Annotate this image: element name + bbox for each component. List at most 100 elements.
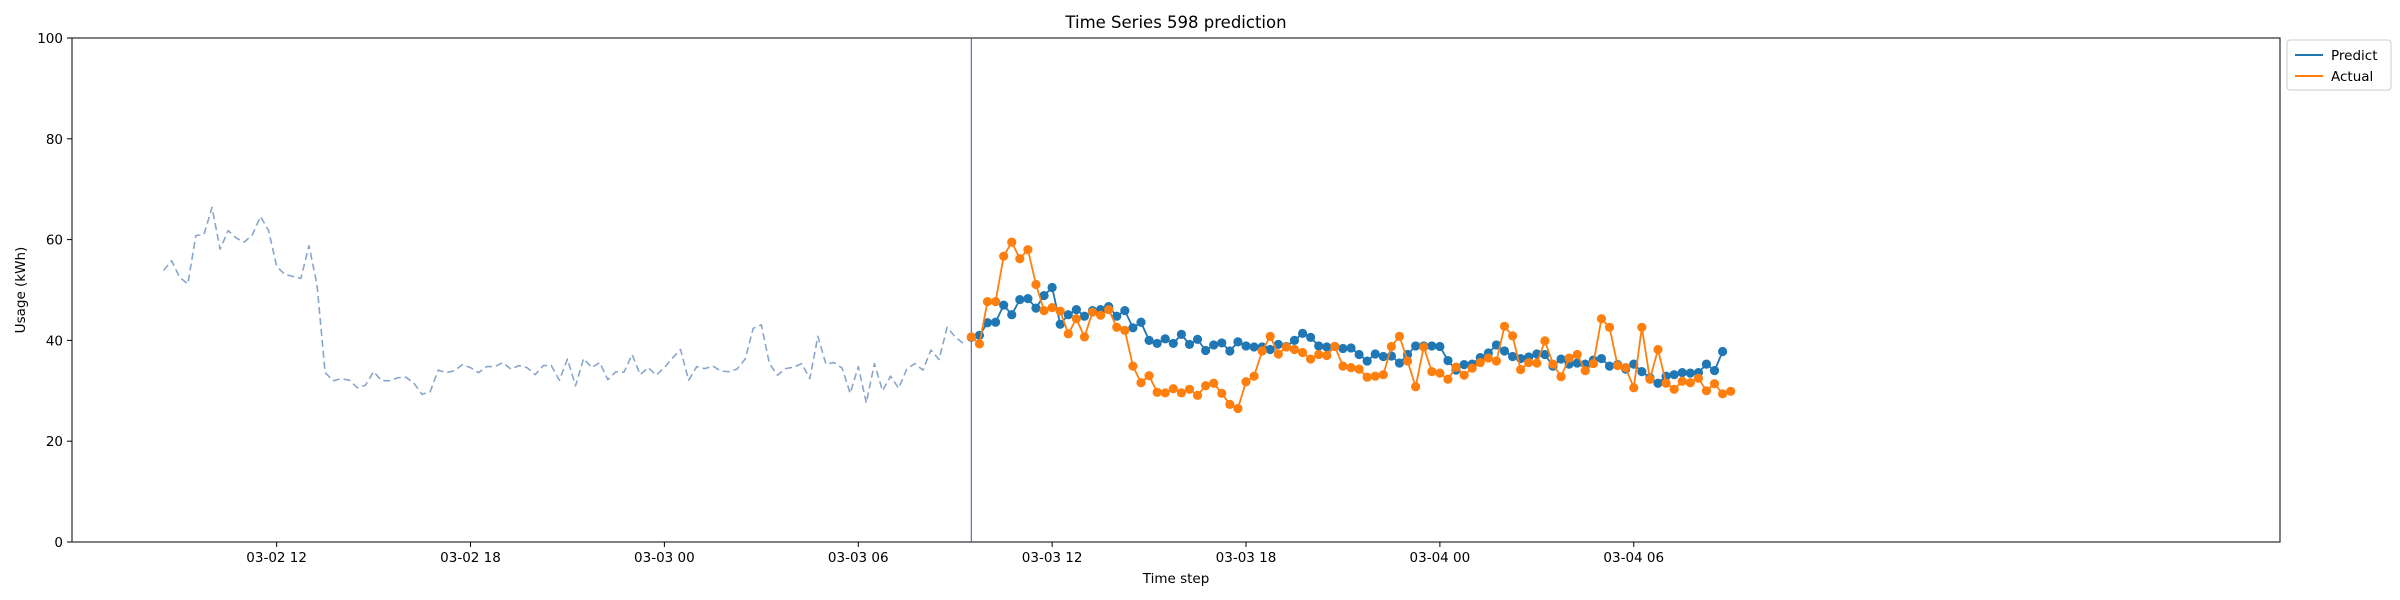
data-point-predict	[1031, 303, 1041, 313]
y-tick-label: 40	[46, 333, 63, 349]
data-point-actual	[1718, 389, 1728, 399]
data-point-actual	[1144, 371, 1154, 381]
data-point-predict	[1499, 346, 1510, 356]
data-point-actual	[1483, 353, 1493, 363]
data-point-predict	[1709, 366, 1720, 376]
data-point-actual	[1136, 378, 1146, 388]
x-tick-label: 03-02 12	[246, 550, 307, 566]
data-point-actual	[1281, 342, 1291, 352]
data-point-actual	[1596, 314, 1607, 324]
data-point-predict	[1249, 342, 1259, 352]
data-point-actual	[1621, 363, 1631, 373]
data-point-actual	[966, 332, 976, 342]
data-point-actual	[1112, 322, 1122, 332]
data-point-actual	[1580, 366, 1590, 376]
data-point-actual	[1160, 388, 1170, 398]
data-point-actual	[1588, 358, 1598, 369]
x-axis: 03-02 12 03-02 18 03-03 00 03-03 06 03-03 12…	[246, 542, 1664, 566]
y-tick-label: 0	[54, 535, 63, 551]
data-point-predict	[1055, 319, 1065, 329]
data-point-actual	[1297, 347, 1308, 358]
data-point-actual	[1604, 322, 1615, 332]
data-point-actual	[1394, 331, 1405, 341]
data-point-actual	[1532, 358, 1542, 368]
data-point-predict	[1637, 367, 1647, 377]
data-point-actual	[1330, 341, 1340, 352]
data-point-predict	[1120, 306, 1130, 316]
data-point-actual	[1176, 388, 1186, 398]
data-point-actual	[1669, 384, 1679, 394]
data-point-actual	[1362, 372, 1372, 382]
data-point-predict	[1160, 334, 1170, 344]
series-actual	[966, 237, 1736, 414]
data-point-actual	[1693, 373, 1703, 383]
y-tick-label: 80	[46, 132, 63, 148]
x-tick-label: 03-03 12	[1022, 550, 1083, 566]
data-point-predict	[1128, 323, 1138, 333]
data-point-predict	[1136, 317, 1146, 327]
data-point-actual	[1701, 386, 1712, 396]
data-point-actual	[1637, 322, 1647, 332]
data-point-predict	[1273, 339, 1283, 350]
data-point-predict	[1201, 345, 1211, 356]
data-point-actual	[1273, 349, 1283, 359]
data-point-actual	[999, 251, 1009, 261]
data-point-predict	[1023, 293, 1033, 304]
data-point-actual	[1152, 387, 1162, 397]
data-point-predict	[999, 300, 1009, 310]
data-point-actual	[1249, 371, 1259, 381]
data-point-predict	[1007, 310, 1017, 320]
data-point-predict	[1112, 311, 1122, 321]
y-axis-label: Usage (kWh)	[13, 247, 29, 334]
data-point-actual	[1491, 356, 1502, 366]
data-point-actual	[1572, 349, 1582, 360]
x-tick-label: 03-03 18	[1216, 550, 1277, 566]
data-point-actual	[1507, 331, 1518, 341]
data-point-predict	[1306, 332, 1316, 342]
data-point-actual	[1427, 367, 1437, 377]
data-point-actual	[1402, 356, 1413, 366]
data-point-actual	[1653, 344, 1663, 355]
series-history	[162, 206, 964, 404]
y-tick-label: 100	[37, 31, 63, 47]
data-point-actual	[1661, 378, 1671, 388]
data-point-actual	[1451, 362, 1461, 372]
data-point-predict	[1144, 335, 1154, 345]
x-tick-label: 03-03 00	[634, 550, 695, 566]
data-point-predict	[1394, 358, 1405, 368]
legend-actual-label: Actual	[2331, 69, 2373, 85]
data-point-predict	[1039, 290, 1049, 301]
data-point-predict	[1677, 368, 1687, 378]
data-point-actual	[974, 339, 985, 349]
data-point-actual	[1241, 377, 1251, 387]
data-point-predict	[1289, 335, 1300, 345]
data-point-actual	[1265, 331, 1275, 341]
data-point-predict	[1378, 351, 1388, 362]
data-point-actual	[1685, 378, 1695, 388]
data-point-predict	[1346, 343, 1356, 353]
data-point-actual	[1475, 357, 1485, 368]
data-point-predict	[1152, 338, 1162, 349]
data-point-actual	[1031, 279, 1041, 290]
data-point-predict	[1443, 355, 1453, 366]
data-point-actual	[1120, 325, 1130, 335]
data-point-predict	[1217, 338, 1227, 348]
data-point-actual	[1386, 341, 1397, 352]
data-point-predict	[1241, 341, 1251, 351]
data-point-predict	[1354, 349, 1364, 360]
data-point-actual	[1524, 357, 1534, 368]
data-point-actual	[1007, 237, 1017, 247]
x-tick-label: 03-03 06	[828, 550, 889, 566]
data-point-actual	[1209, 378, 1219, 388]
data-point-predict	[1322, 342, 1332, 352]
data-point-actual	[1354, 364, 1364, 374]
data-point-actual	[1079, 332, 1090, 342]
y-tick-label: 20	[46, 434, 63, 450]
series-group	[162, 206, 1736, 414]
data-point-predict	[1233, 337, 1243, 347]
data-point-predict	[1701, 359, 1712, 369]
data-point-actual	[1039, 306, 1049, 316]
data-point-actual	[1516, 365, 1526, 375]
data-point-predict	[1556, 354, 1566, 364]
